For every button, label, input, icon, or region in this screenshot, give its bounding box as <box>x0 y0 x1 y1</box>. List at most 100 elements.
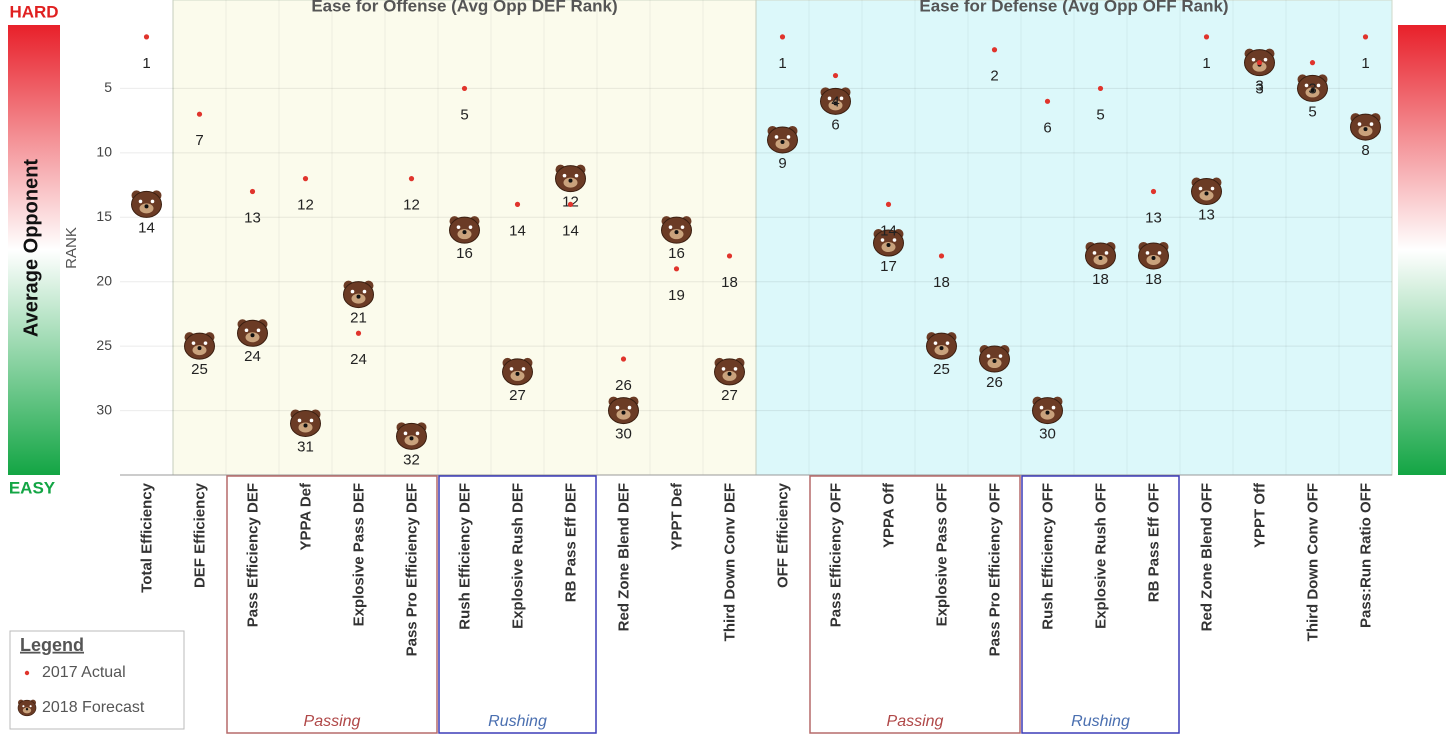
bear-eye <box>1263 57 1268 62</box>
actual-label: 1 <box>778 55 786 72</box>
group-label: Passing <box>304 713 361 730</box>
bear-nose <box>1204 191 1209 196</box>
scale-title: Average Opponent <box>20 159 42 338</box>
forecast-mark <box>131 190 162 218</box>
bear-eye <box>1198 186 1203 191</box>
x-tick-label: Pass Efficiency OFF <box>827 483 844 627</box>
bear-eye <box>1316 83 1321 88</box>
bear-eye <box>562 173 567 178</box>
actual-label: 18 <box>721 274 738 291</box>
bear-eye <box>1157 251 1162 255</box>
actual-dot <box>885 201 892 207</box>
forecast-label: 30 <box>615 426 632 443</box>
bear-nose <box>886 243 891 248</box>
legend-box <box>9 630 185 730</box>
bear-eye <box>191 341 196 345</box>
actual-dot <box>832 72 839 79</box>
actual-dot <box>1150 188 1157 195</box>
bear-eye <box>892 238 897 242</box>
bear-eye <box>362 289 367 294</box>
x-tick-label: Pass Pro Efficiency DEF <box>403 483 420 656</box>
actual-label: 12 <box>297 197 314 214</box>
forecast-mark <box>979 345 1010 373</box>
bear-nose <box>780 139 785 144</box>
y-tick-label: 15 <box>96 208 112 224</box>
hard-label: HARD <box>9 2 58 21</box>
x-tick-label: YPPA Off <box>880 482 897 548</box>
bear-eye <box>615 405 620 410</box>
bear-eye <box>721 367 726 371</box>
y-tick-label: 10 <box>96 144 112 160</box>
x-tick-label: YPPA Def <box>297 482 314 551</box>
bear-nose <box>356 294 361 299</box>
bear-eye <box>1357 122 1362 126</box>
forecast-mark <box>290 409 321 437</box>
scale-bar-right <box>1398 25 1446 475</box>
actual-label: 19 <box>668 287 685 304</box>
x-tick-label: YPPT Def <box>668 482 685 551</box>
forecast-mark <box>714 357 745 386</box>
bear-eye <box>1104 251 1109 255</box>
forecast-label: 21 <box>350 310 367 327</box>
forecast-label: 18 <box>1145 271 1162 288</box>
bear-eye <box>22 705 25 708</box>
legend: Legend 2017 Actual 2018 Forecast <box>9 630 185 730</box>
group-label: Rushing <box>488 713 547 730</box>
actual-label: 13 <box>244 209 261 226</box>
forecast-label: 25 <box>191 361 208 378</box>
actual-label: 3 <box>1255 81 1263 98</box>
forecast-mark <box>449 216 480 244</box>
forecast-label: 32 <box>403 451 420 468</box>
bear-eye <box>309 418 314 423</box>
forecast-mark <box>343 280 374 309</box>
forecast-label: 9 <box>778 155 786 172</box>
y-tick-label: 5 <box>104 79 112 95</box>
x-tick-label: Explosive Pass DEF <box>350 483 367 626</box>
actual-dot <box>196 111 203 117</box>
actual-dot <box>1044 98 1051 104</box>
bear-eye <box>403 431 408 436</box>
bear-eye <box>509 367 514 371</box>
x-tick-label: Third Down Conv DEF <box>721 483 738 641</box>
bear-eye <box>1145 251 1150 255</box>
forecast-label: 25 <box>933 361 950 378</box>
legend-entry: 2017 Actual <box>42 664 126 681</box>
bear-eye <box>1092 251 1097 255</box>
actual-label: 5 <box>460 106 468 123</box>
bear-eye <box>415 431 420 436</box>
actual-label: 14 <box>509 222 526 239</box>
section-title: Ease for Offense (Avg Opp DEF Rank) <box>311 0 617 15</box>
bear-nose <box>992 359 997 364</box>
bear-eye <box>680 225 685 229</box>
bear-nose <box>727 371 732 376</box>
actual-dot <box>514 201 521 207</box>
forecast-mark <box>555 164 586 193</box>
forecast-mark <box>926 332 957 360</box>
bear-eye <box>933 341 938 345</box>
forecast-mark <box>1032 396 1063 425</box>
actual-label: 7 <box>195 132 203 149</box>
section-bg <box>755 0 1393 476</box>
x-tick-label: Explosive Rush DEF <box>509 483 526 629</box>
forecast-mark <box>661 216 692 244</box>
actual-dot <box>938 253 945 259</box>
bear-nose <box>1098 255 1103 260</box>
actual-label: 26 <box>615 377 632 394</box>
bear-eye <box>574 173 579 178</box>
bear-eye <box>986 354 991 358</box>
bear-nose <box>1151 255 1156 260</box>
bear-nose <box>1310 88 1315 93</box>
bear-eye <box>1210 186 1215 191</box>
actual-dot <box>567 201 574 207</box>
forecast-mark <box>820 87 851 115</box>
forecast-label: 13 <box>1198 206 1215 223</box>
x-tick-label: Explosive Rush OFF <box>1092 483 1109 629</box>
section-title: Ease for Defense (Avg Opp OFF Rank) <box>919 0 1228 15</box>
forecast-mark <box>1085 241 1116 270</box>
legend-bear <box>17 699 37 717</box>
bear-nose <box>250 333 255 338</box>
bear-eye <box>774 135 779 139</box>
bear-nose <box>25 708 29 711</box>
forecast-mark <box>396 422 427 450</box>
